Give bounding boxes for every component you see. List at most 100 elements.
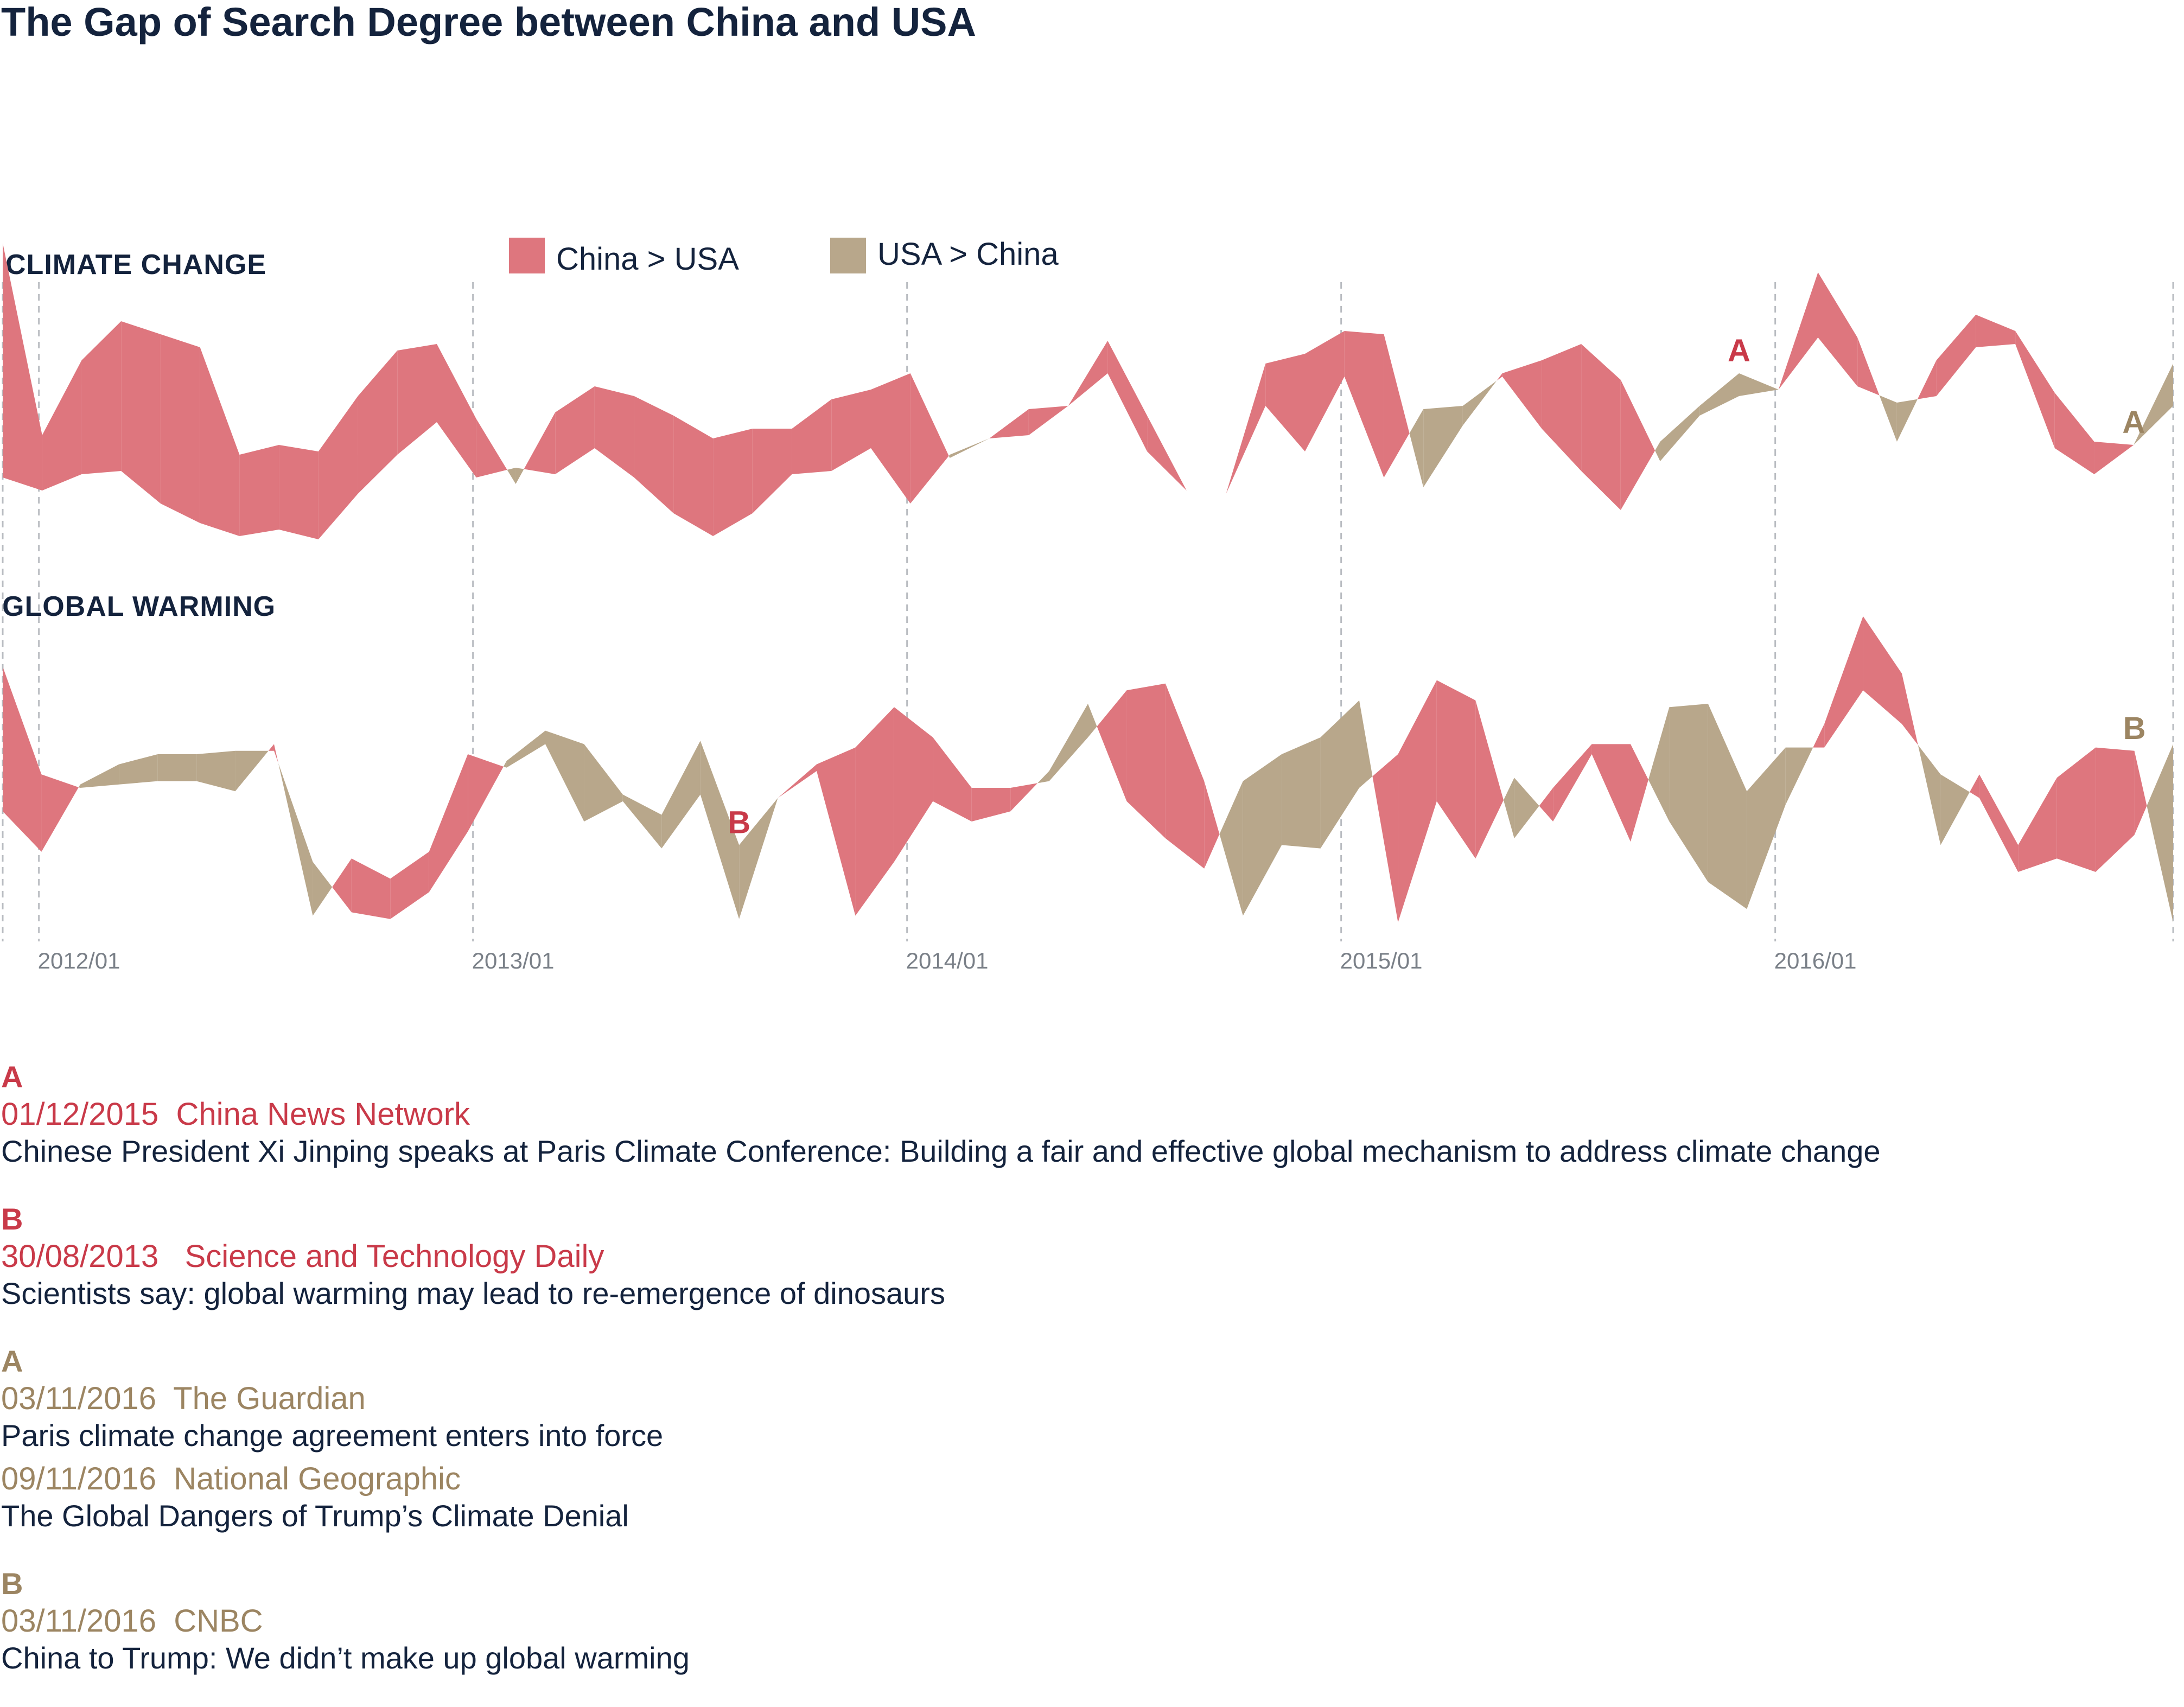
note-letter: A <box>1 1060 23 1094</box>
panel-areas <box>3 243 2173 539</box>
note-source: 01/12/2015 China News Network <box>1 1097 470 1132</box>
note-letter: B <box>1 1566 23 1601</box>
note-entry: 30/08/2013 Science and Technology Daily … <box>1 1238 2172 1312</box>
area-china-gt-usa <box>1126 683 1166 838</box>
area-china-gt-usa <box>2054 393 2094 474</box>
area-usa-gt-china <box>1699 373 1739 416</box>
area-china-gt-usa <box>1824 616 1863 748</box>
area-china-gt-usa <box>1497 373 1502 381</box>
area-china-gt-usa <box>274 744 278 763</box>
area-china-gt-usa <box>1778 272 1818 390</box>
area-usa-gt-china <box>1409 409 1424 487</box>
note-source: 30/08/2013 Science and Technology Daily <box>1 1239 604 1274</box>
area-china-gt-usa <box>1186 491 1226 494</box>
area-china-gt-usa <box>1976 315 2016 347</box>
note-headline: Chinese President Xi Jinping speaks at P… <box>1 1134 1881 1168</box>
area-usa-gt-china <box>1243 754 1282 916</box>
area-china-gt-usa <box>279 445 319 539</box>
area-china-gt-usa <box>81 321 122 474</box>
area-usa-gt-china <box>313 862 333 916</box>
area-china-gt-usa <box>1539 788 1553 821</box>
x-tick-label: 2016/01 <box>1774 948 1857 973</box>
area-china-gt-usa <box>332 858 352 913</box>
area-usa-gt-china <box>700 741 740 919</box>
area-usa-gt-china <box>1669 704 1708 882</box>
note-source: 03/11/2016 CNBC <box>1 1603 263 1639</box>
area-usa-gt-china <box>1503 778 1514 838</box>
area-usa-gt-china <box>1708 704 1747 909</box>
area-china-gt-usa <box>268 744 274 751</box>
area-china-gt-usa <box>1553 744 1592 821</box>
area-usa-gt-china <box>2147 744 2173 922</box>
area-usa-gt-china <box>1655 442 1660 461</box>
area-china-gt-usa <box>1398 680 1437 922</box>
x-tick-label: 2013/01 <box>472 948 555 973</box>
area-china-gt-usa <box>160 334 200 523</box>
area-usa-gt-china <box>950 438 990 458</box>
note-entry: 03/11/2016 CNBC China to Trump: We didn’… <box>1 1603 2172 1677</box>
note-headline: Scientists say: global warming may lead … <box>1 1276 945 1310</box>
area-usa-gt-china <box>503 761 507 768</box>
area-china-gt-usa <box>1970 774 1979 798</box>
area-china-gt-usa <box>1542 344 1582 471</box>
area-china-gt-usa <box>1010 783 1038 812</box>
area-china-gt-usa <box>1068 341 1108 406</box>
area-usa-gt-china <box>739 798 778 919</box>
area-usa-gt-china <box>948 455 950 458</box>
area-china-gt-usa <box>2018 778 2057 872</box>
note-entry: 09/11/2016 National Geographic The Globa… <box>1 1461 2172 1534</box>
area-usa-gt-china <box>1514 778 1539 838</box>
area-china-gt-usa <box>752 429 792 513</box>
area-china-gt-usa <box>1631 744 1648 842</box>
note-entry: 03/11/2016 The Guardian Paris climate ch… <box>1 1380 2172 1454</box>
area-china-gt-usa <box>634 396 674 513</box>
chart-title: The Gap of Search Degree between China a… <box>1 0 976 44</box>
area-usa-gt-china <box>584 744 623 821</box>
legend-swatch-usa <box>830 238 866 273</box>
area-china-gt-usa <box>594 386 634 477</box>
note-usa-b: B 03/11/2016 CNBC China to Trump: We did… <box>1 1565 2172 1677</box>
area-usa-gt-china <box>157 754 197 781</box>
note-headline: Paris climate change agreement enters in… <box>1 1418 664 1453</box>
area-china-gt-usa <box>1813 724 1825 748</box>
area-usa-gt-china <box>1037 771 1049 784</box>
area-china-gt-usa <box>933 737 972 821</box>
area-china-gt-usa <box>2015 331 2055 448</box>
area-china-gt-usa <box>2134 750 2147 835</box>
note-source: 09/11/2016 National Geographic <box>1 1461 461 1496</box>
area-china-gt-usa <box>390 851 429 919</box>
area-china-gt-usa <box>1936 315 1976 396</box>
area-usa-gt-china <box>1879 395 1897 442</box>
note-china-b: B 30/08/2013 Science and Technology Dail… <box>1 1200 2172 1312</box>
area-china-gt-usa <box>1305 331 1345 451</box>
area-china-gt-usa <box>2094 442 2134 474</box>
x-axis-ticks: 2012/01 2013/01 2014/01 2015/01 2016/01 <box>38 948 1857 973</box>
area-china-gt-usa <box>358 351 398 494</box>
area-usa-gt-china <box>1282 737 1321 849</box>
area-usa-gt-china <box>78 784 80 788</box>
area-china-gt-usa <box>2096 747 2135 872</box>
peak-label-china: B <box>728 805 750 840</box>
annotation-notes: A 01/12/2015 China News Network Chinese … <box>1 1058 2172 1707</box>
note-source: 03/11/2016 The Guardian <box>1 1381 366 1416</box>
area-china-gt-usa <box>41 774 79 852</box>
panel-areas <box>3 616 2173 922</box>
area-china-gt-usa <box>1265 354 1305 451</box>
area-china-gt-usa <box>1902 673 1918 745</box>
x-tick-label: 2014/01 <box>906 948 989 973</box>
area-china-gt-usa <box>121 321 161 504</box>
legend-label-usa: USA > China <box>877 237 1059 272</box>
chart: The Gap of Search Degree between China a… <box>1 0 2174 973</box>
peak-annotations: A A B B <box>728 333 2145 840</box>
area-china-gt-usa <box>713 429 753 536</box>
area-china-gt-usa <box>673 416 714 536</box>
note-headline: China to Trump: We didn’t make up global… <box>1 1641 690 1675</box>
area-china-gt-usa <box>397 344 437 455</box>
area-china-gt-usa <box>318 396 358 539</box>
area-usa-gt-china <box>1049 704 1088 781</box>
panel-label-global-warming: GLOBAL WARMING <box>2 591 276 622</box>
area-usa-gt-china <box>119 754 158 785</box>
area-china-gt-usa <box>855 707 894 916</box>
area-china-gt-usa <box>1581 344 1621 510</box>
area-usa-gt-china <box>1785 747 1813 805</box>
